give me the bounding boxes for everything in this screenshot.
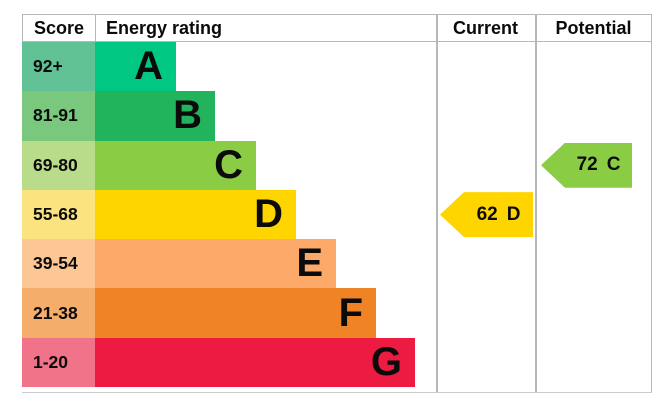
potential-rating-letter: C: [606, 154, 621, 176]
band-row-f: 21-38 F: [22, 288, 652, 338]
band-row-d: 55-68 D: [22, 189, 652, 240]
gridline-right-edge: [650, 14, 652, 393]
rating-letter: G: [370, 339, 402, 384]
rating-bar-a: A: [95, 42, 176, 92]
header-current: Current: [452, 17, 518, 38]
header-score: Score: [22, 15, 95, 41]
rating-letter: C: [214, 142, 243, 187]
potential-score-value: 72: [576, 154, 598, 176]
band-row-b: 81-91 B: [22, 91, 652, 141]
rating-bar-g: G: [95, 337, 415, 388]
rating-letter: B: [173, 93, 202, 138]
gridline-energy-current: [436, 14, 438, 393]
rating-bar-b: B: [95, 91, 215, 141]
rating-bar-f: F: [95, 288, 376, 338]
rating-letter: F: [338, 290, 363, 335]
band-row-c: 69-80 C: [22, 140, 652, 190]
header-energy-rating: Energy rating: [95, 15, 436, 41]
table-header: Score Energy rating Current Potential: [22, 14, 652, 42]
score-range-label: 39-54: [22, 239, 95, 289]
score-range-label: 1-20: [22, 337, 95, 388]
current-rating-letter: D: [506, 203, 521, 225]
score-range-label: 92+: [22, 42, 95, 92]
rating-letter: E: [296, 241, 323, 286]
score-range-label: 81-91: [22, 91, 95, 141]
rating-bands: 92+ A 81-91 B 69-80 C 55-68 D 39-54 E 21…: [22, 42, 652, 388]
score-range-label: 21-38: [22, 288, 95, 338]
gridline-bottom: [22, 392, 652, 393]
gridline-current-potential: [535, 14, 537, 393]
rating-letter: D: [254, 192, 283, 237]
band-row-g: 1-20 G: [22, 337, 652, 388]
band-row-a: 92+ A: [22, 42, 652, 92]
score-range-label: 69-80: [22, 140, 95, 190]
rating-bar-d: D: [95, 189, 296, 240]
rating-bar-c: C: [95, 140, 256, 190]
band-row-e: 39-54 E: [22, 239, 652, 289]
header-potential: Potential: [555, 17, 632, 38]
score-range-label: 55-68: [22, 189, 95, 240]
rating-bar-e: E: [95, 239, 336, 289]
rating-letter: A: [134, 44, 163, 89]
current-score-value: 62: [476, 203, 498, 225]
